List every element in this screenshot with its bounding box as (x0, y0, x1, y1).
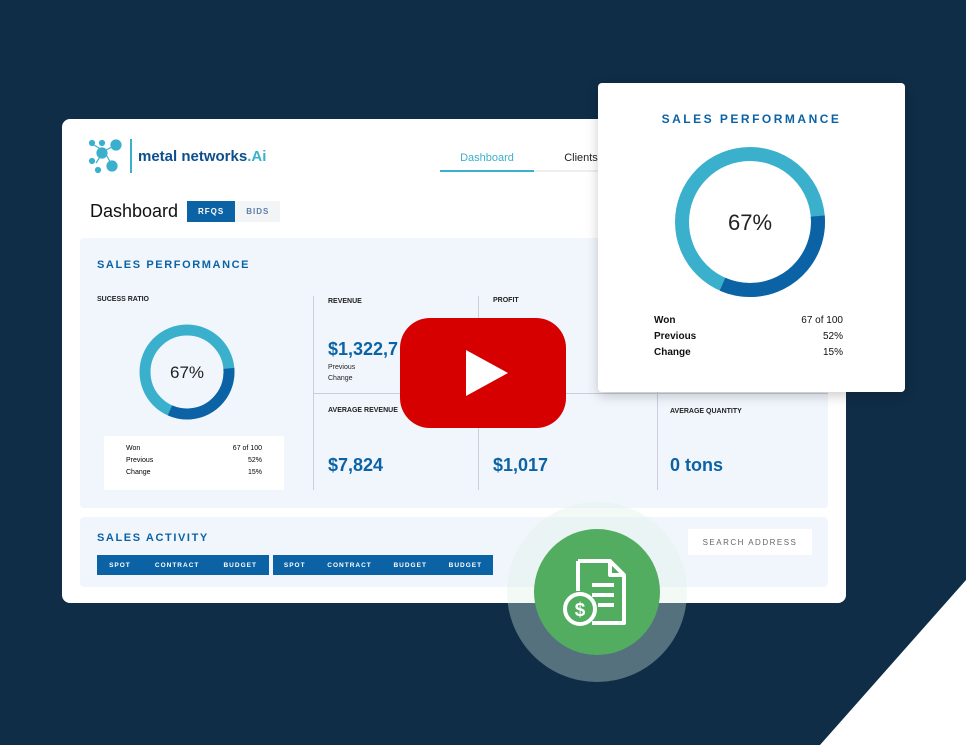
svg-text:$: $ (575, 600, 586, 621)
stat-label: Won (126, 445, 141, 452)
profit-label: PROFIT (493, 297, 519, 304)
section-title: SALES PERFORMANCE (97, 259, 251, 271)
tab-rfqs[interactable]: RFQS (187, 201, 236, 222)
page-title: Dashboard (90, 201, 179, 221)
stat-value: 15% (822, 347, 843, 358)
stat-value: 52% (247, 457, 262, 464)
average-revenue-value: $7,824 (328, 455, 384, 475)
filter-contract[interactable]: CONTRACT (154, 561, 200, 569)
average-quantity-label: AVERAGE QUANTITY (670, 408, 742, 415)
revenue-label: REVENUE (328, 298, 362, 305)
filter-budget[interactable]: BUDGET (223, 561, 257, 569)
invoice-dollar-icon: $ (563, 559, 626, 626)
average-quantity-value: 0 tons (670, 455, 724, 475)
background-corner (820, 580, 966, 745)
average-revenue-label: AVERAGE REVENUE (328, 407, 398, 414)
filter-budget[interactable]: BUDGET (448, 561, 483, 569)
stat-value: 67 of 100 (801, 315, 843, 326)
stat-label: Previous (654, 331, 697, 342)
stat-value: 52% (822, 331, 843, 342)
donut-label: 67% (170, 363, 204, 382)
logo: metal networks.Ai (88, 139, 266, 173)
stat-value: 67 of 100 (232, 445, 262, 452)
stat-label: Won (654, 315, 676, 326)
revenue-previous: Previous (328, 364, 356, 371)
nav-clients[interactable]: Clients (534, 152, 628, 172)
popup-title: SALES PERFORMANCE (661, 112, 842, 126)
sales-performance-popup: SALES PERFORMANCE 67% Won 67 of 100 Previ… (598, 83, 905, 392)
stat-label: Change (654, 347, 691, 358)
youtube-play-icon[interactable] (400, 318, 566, 428)
stat-label: Previous (126, 457, 154, 464)
divider (313, 393, 828, 394)
revenue-change: Change (328, 375, 353, 382)
stat-value: 15% (247, 469, 262, 476)
stat-label: Change (126, 469, 151, 476)
brand-name: metal networks.Ai (138, 147, 267, 165)
filter-spot[interactable]: SPOT (283, 561, 306, 569)
search-address-input[interactable]: SEARCH ADDRESS (688, 529, 812, 555)
success-donut: 67% (139, 324, 235, 420)
revenue-value: $1,322,7 (328, 339, 399, 359)
divider (657, 388, 658, 490)
filter-spot[interactable]: SPOT (109, 561, 131, 569)
average-profit-value: $1,017 (493, 455, 549, 475)
ratio-stats: Won 67 of 100 Previous 52% Change 15% (104, 436, 284, 490)
filter-contract[interactable]: CONTRACT (327, 561, 372, 569)
activity-group-2: SPOT CONTRACT BUDGET BUDGET (273, 555, 493, 575)
nav-dashboard[interactable]: Dashboard (440, 152, 534, 172)
popup-donut: 67% (675, 147, 825, 297)
activity-group-1: SPOT CONTRACT BUDGET (97, 555, 269, 575)
tab-bids[interactable]: BIDS (235, 201, 281, 222)
donut-label: 67% (728, 210, 772, 235)
section-title: SALES ACTIVITY (97, 532, 209, 544)
invoice-badge: $ (534, 529, 660, 655)
success-ratio-label: SUCESS RATIO (97, 296, 149, 303)
network-logo-icon (88, 139, 122, 173)
filter-budget[interactable]: BUDGET (393, 561, 427, 569)
sales-activity-panel: SALES ACTIVITY SPOT CONTRACT BUDGET SPOT… (80, 517, 828, 587)
